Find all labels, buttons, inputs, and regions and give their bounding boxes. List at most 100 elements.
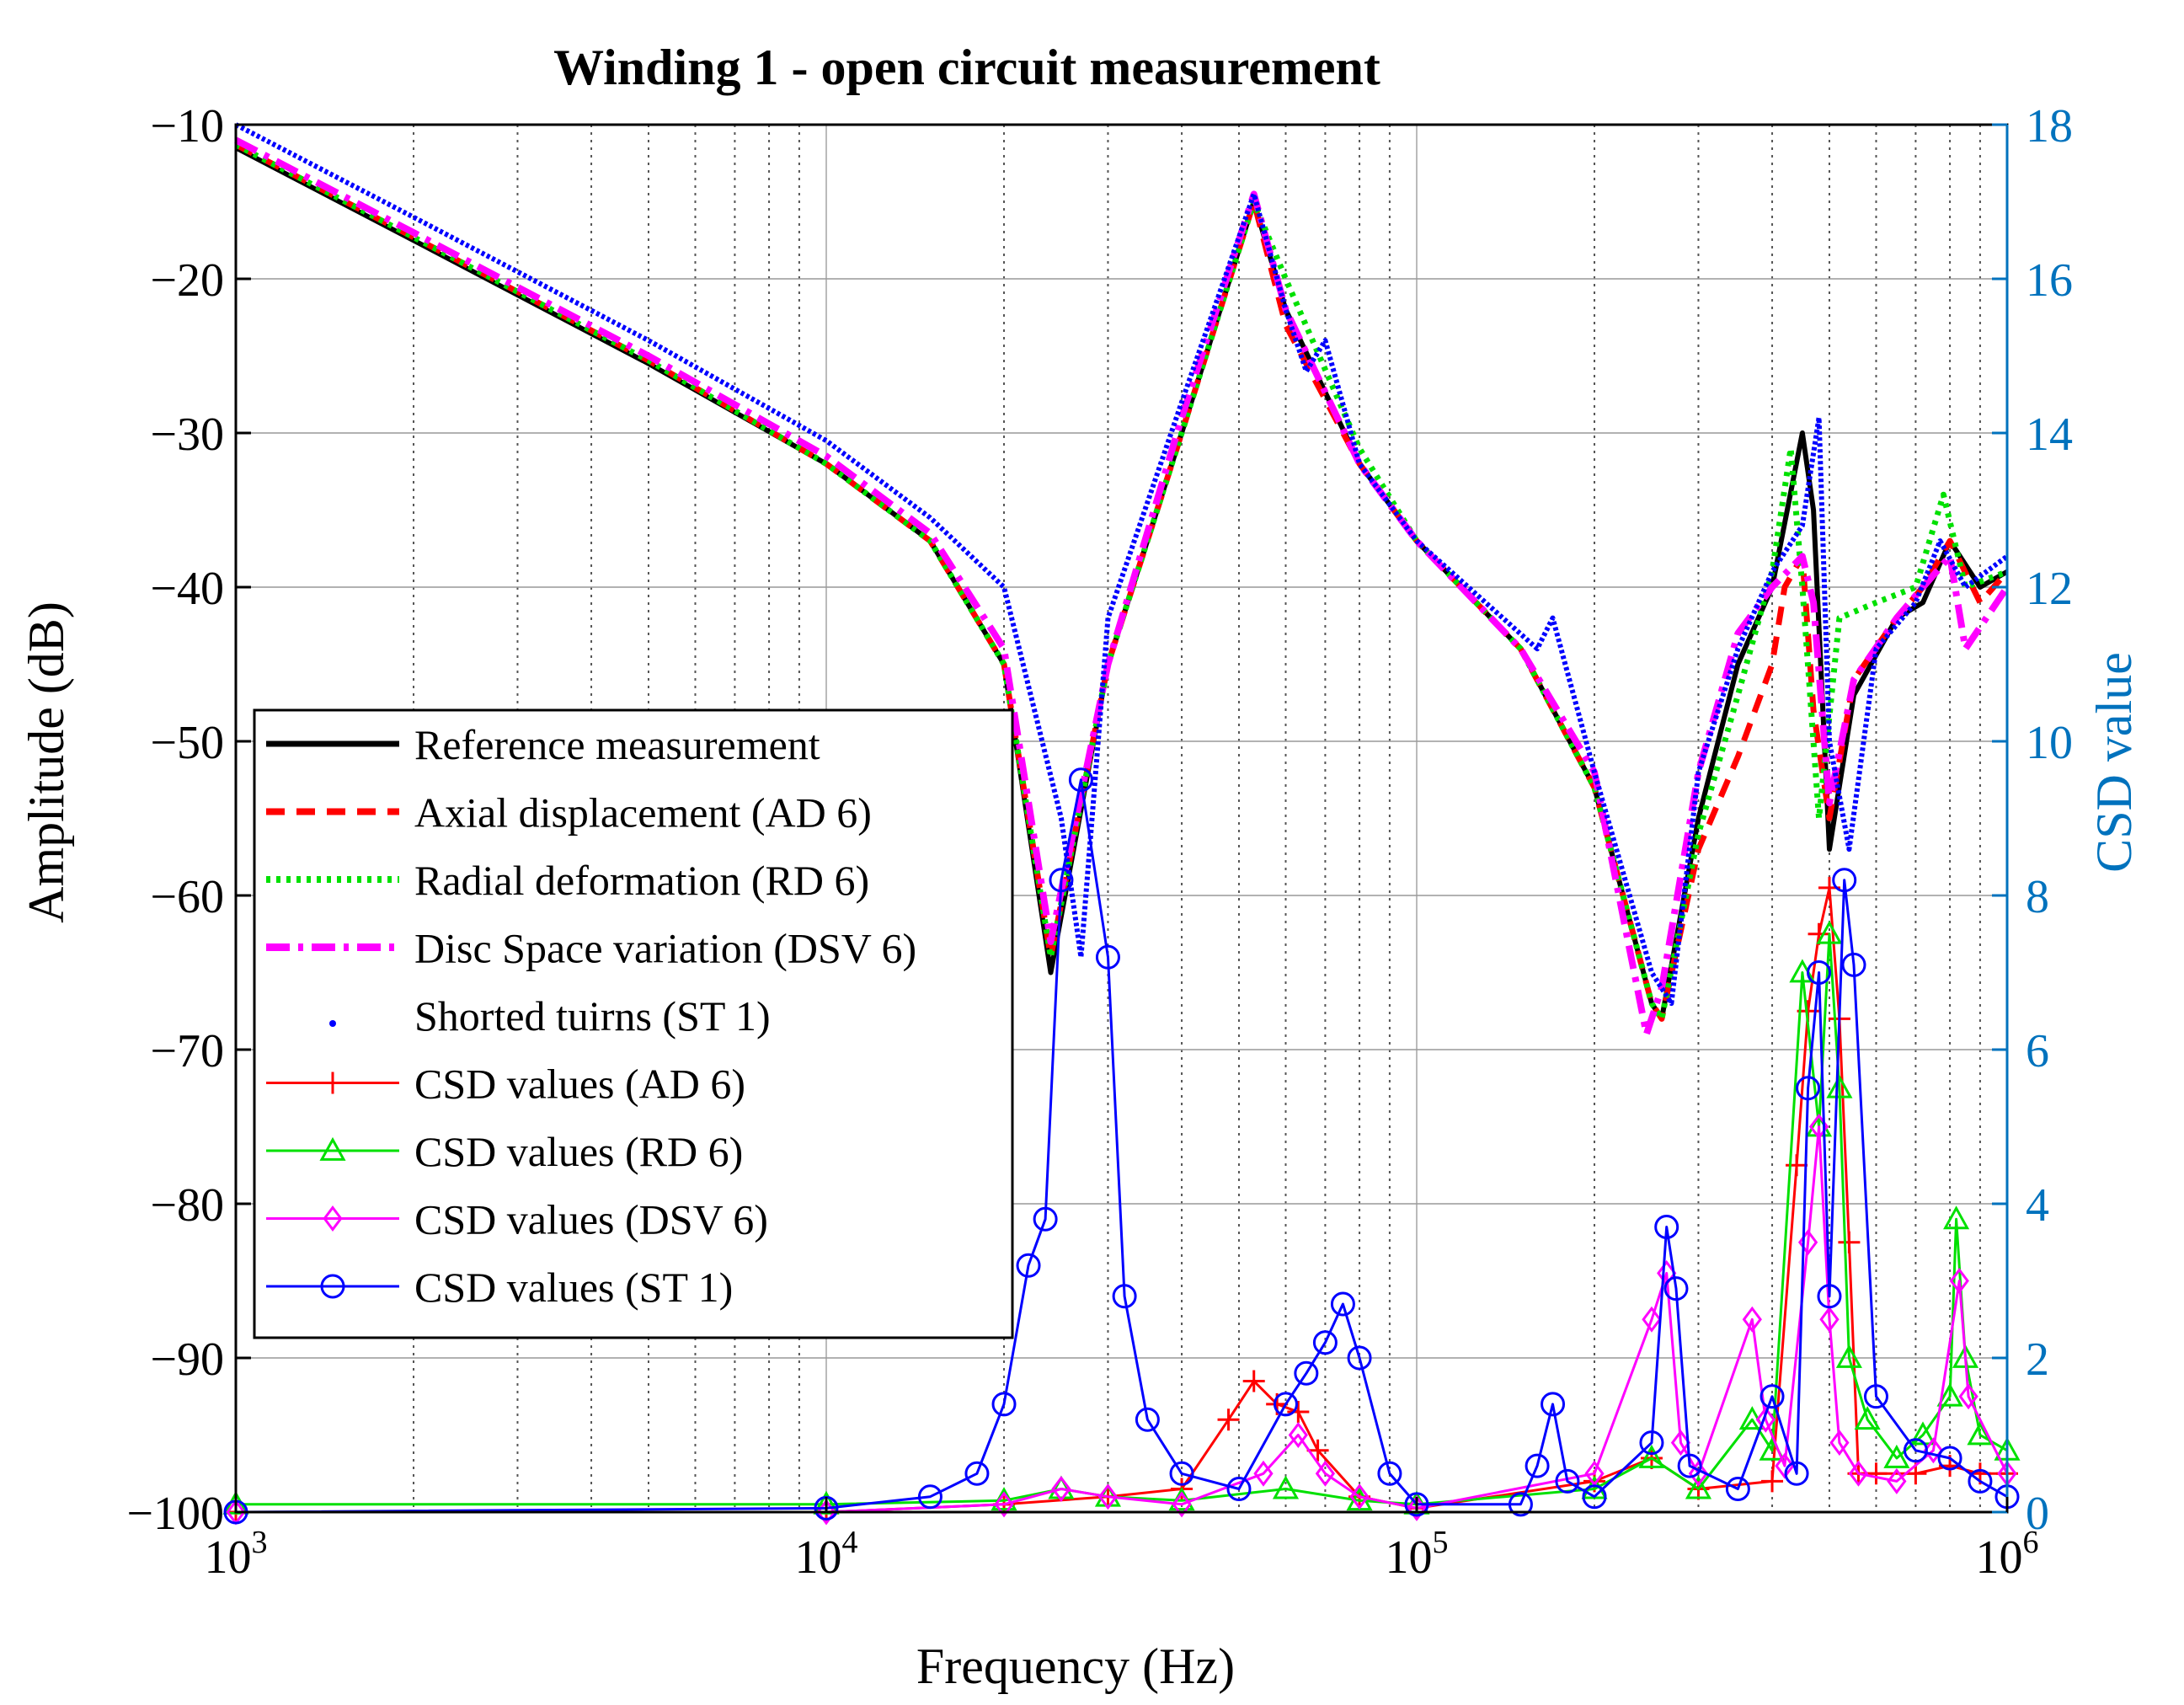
data-point (1287, 1401, 1310, 1424)
data-point (1642, 1306, 1662, 1333)
y-tick-label-right: 12 (2026, 563, 2073, 615)
data-point (1796, 1076, 1821, 1101)
data-point (1725, 1477, 1750, 1502)
data-point (1670, 1430, 1691, 1456)
x-tick-label: 103 (205, 1525, 268, 1584)
data-point (1112, 1284, 1137, 1309)
data-point (1841, 952, 1866, 977)
data-point (1273, 1392, 1298, 1417)
legend-marker (323, 1205, 343, 1232)
data-point (1288, 1422, 1308, 1448)
data-point (1688, 1460, 1709, 1487)
data-point (1761, 1470, 1784, 1493)
x-tick-label: 105 (1386, 1525, 1449, 1584)
legend-label: CSD values (ST 1) (414, 1264, 733, 1311)
data-point (1685, 1475, 1712, 1499)
y-tick-label-left: −100 (126, 1488, 224, 1540)
legend-label: Reference measurement (414, 721, 820, 768)
data-point (1638, 1444, 1665, 1468)
data-point (1826, 1074, 1853, 1098)
data-point (1838, 1231, 1861, 1253)
y-tick-label-right: 6 (2026, 1025, 2049, 1077)
y-tick-label-left: −70 (150, 1025, 224, 1077)
x-axis-label: Frequency (Hz) (916, 1638, 1235, 1694)
data-point (1068, 767, 1093, 793)
y-axis-label-right: CSD value (2086, 652, 2142, 873)
y-tick-label-right: 4 (2026, 1179, 2049, 1232)
y-tick-label-left: −10 (150, 100, 224, 152)
data-point (1377, 1461, 1402, 1486)
y-tick-label-right: 0 (2026, 1488, 2049, 1540)
legend-label: Axial displacement (AD 6) (414, 789, 872, 836)
y-tick-label-left: −50 (150, 717, 224, 769)
data-point (1349, 1483, 1370, 1510)
data-point (1968, 1468, 1993, 1494)
data-point (1217, 1408, 1240, 1431)
legend-box (253, 708, 1014, 1339)
data-point (1832, 868, 1857, 893)
data-point (1949, 1268, 1969, 1294)
data-point (1097, 1483, 1119, 1510)
data-point (1654, 1214, 1679, 1239)
data-point (1923, 1437, 1944, 1464)
data-point (1525, 1453, 1550, 1478)
legend-marker (322, 1072, 344, 1094)
data-point (1835, 1344, 1862, 1368)
legend-label: CSD values (DSV 6) (414, 1196, 768, 1243)
data-point (1330, 1291, 1355, 1317)
data-point (1051, 1476, 1071, 1503)
data-point (1759, 1384, 1785, 1409)
legend-label: CSD values (RD 6) (414, 1128, 743, 1175)
data-point (1816, 920, 1843, 944)
y-tick-label-left: −30 (150, 409, 224, 461)
y-tick-label-left: −80 (150, 1179, 224, 1232)
data-point (1775, 1452, 1795, 1479)
data-point (917, 1484, 942, 1510)
x-tick-label: 106 (1976, 1525, 2039, 1584)
legend-marker (319, 1136, 346, 1161)
data-point (991, 1392, 1017, 1417)
data-point (1226, 1477, 1252, 1502)
y-tick-label-left: −20 (150, 254, 224, 307)
data-point (1854, 1406, 1881, 1430)
data-point (1755, 1406, 1776, 1433)
legend-swatch (329, 1020, 336, 1027)
data-point (1582, 1484, 1607, 1510)
data-point (1272, 1475, 1300, 1499)
series-layer (222, 122, 2021, 1526)
legend-label: Shorted tuirns (ST 1) (414, 992, 771, 1040)
data-point (1315, 1460, 1336, 1487)
data-point (1863, 1384, 1888, 1409)
data-point (1347, 1345, 1372, 1371)
data-point (1958, 1383, 1978, 1410)
legend-marker (320, 1274, 345, 1299)
data-point (1663, 1276, 1689, 1301)
axes: −10 −20 −30 −40 −50 −60 −70 −80 −90 −100 18 16 14 12 1… (126, 100, 2073, 1584)
data-point (1508, 1492, 1533, 1517)
data-point (1967, 1421, 1994, 1446)
data-point (1943, 1205, 1970, 1230)
data-point (1937, 1446, 1962, 1471)
data-point (1169, 1461, 1194, 1486)
series-line (235, 778, 2008, 1514)
data-point (1677, 1453, 1702, 1478)
data-point (1742, 1306, 1762, 1333)
data-point (1242, 1370, 1265, 1392)
chart-title: Winding 1 - open circuit measurement (553, 40, 1380, 95)
data-point (1049, 868, 1074, 893)
data-point (964, 1461, 990, 1486)
data-point (1865, 1462, 1888, 1485)
y-tick-label-right: 8 (2026, 871, 2049, 923)
y-tick-label-left: −90 (150, 1334, 224, 1386)
y-tick-label-right: 2 (2026, 1334, 2049, 1386)
y-tick-label-right: 10 (2026, 717, 2073, 769)
data-point (1541, 1392, 1566, 1417)
data-point (1848, 1460, 1869, 1487)
data-point (1807, 960, 1832, 985)
data-point (1903, 1438, 1928, 1463)
data-point (994, 1491, 1014, 1518)
data-point (1016, 1253, 1041, 1278)
series-8 (223, 767, 2020, 1525)
data-point (1819, 1306, 1840, 1333)
